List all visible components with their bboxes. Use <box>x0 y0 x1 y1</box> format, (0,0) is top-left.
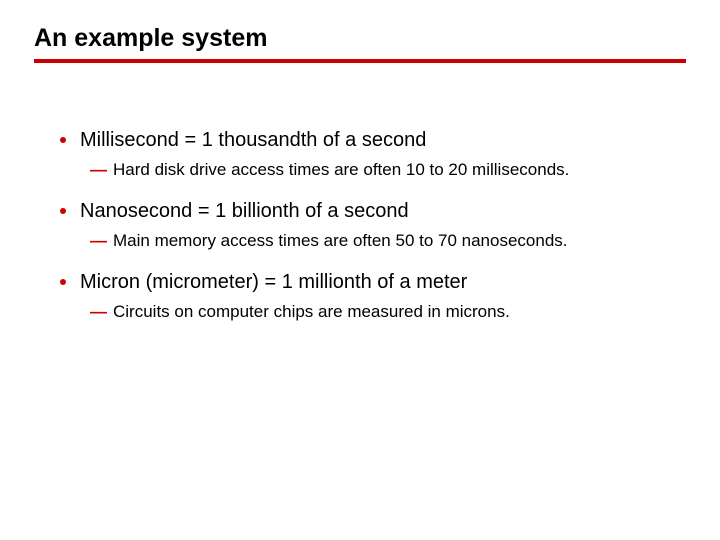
bullet-text: Millisecond = 1 thousandth of a second <box>80 127 426 153</box>
bullet-dot-icon <box>60 137 66 143</box>
bullet-item: Nanosecond = 1 billionth of a second <box>60 198 676 224</box>
sub-bullet-text: Circuits on computer chips are measured … <box>113 301 510 324</box>
bullet-dot-icon <box>60 279 66 285</box>
dash-icon: — <box>90 159 107 182</box>
dash-icon: — <box>90 301 107 324</box>
sub-bullet-item: — Circuits on computer chips are measure… <box>90 301 676 324</box>
sub-bullet-text: Main memory access times are often 50 to… <box>113 230 568 253</box>
slide-content: Millisecond = 1 thousandth of a second —… <box>34 63 686 324</box>
bullet-text: Micron (micrometer) = 1 millionth of a m… <box>80 269 467 295</box>
bullet-item: Millisecond = 1 thousandth of a second <box>60 127 676 153</box>
bullet-item: Micron (micrometer) = 1 millionth of a m… <box>60 269 676 295</box>
sub-bullet-text: Hard disk drive access times are often 1… <box>113 159 569 182</box>
bullet-text: Nanosecond = 1 billionth of a second <box>80 198 409 224</box>
slide-title: An example system <box>34 24 686 63</box>
dash-icon: — <box>90 230 107 253</box>
sub-bullet-item: — Hard disk drive access times are often… <box>90 159 676 182</box>
slide: An example system Millisecond = 1 thousa… <box>0 0 720 540</box>
sub-bullet-item: — Main memory access times are often 50 … <box>90 230 676 253</box>
bullet-dot-icon <box>60 208 66 214</box>
